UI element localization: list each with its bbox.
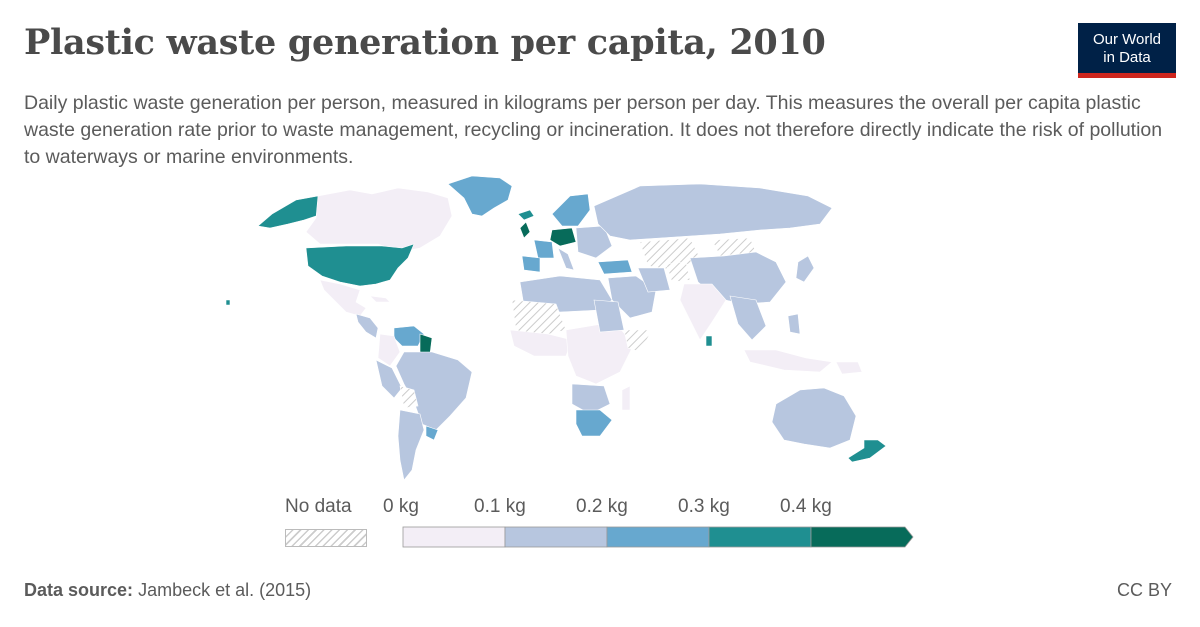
map-country-brazil[interactable] <box>395 351 473 431</box>
map-country-sri-lanka[interactable] <box>705 335 713 347</box>
map-country-south-africa[interactable] <box>575 409 613 437</box>
map-country-west-africa[interactable] <box>509 329 573 357</box>
map-country-india[interactable] <box>679 283 727 341</box>
map-country-greenland[interactable] <box>447 175 513 217</box>
map-country-france[interactable] <box>533 239 555 259</box>
map-country-bolivia[interactable] <box>399 385 419 409</box>
map-country-usa[interactable] <box>305 243 415 287</box>
legend-tick-label-2: 0.2 kg <box>576 496 628 517</box>
map-country-turkey[interactable] <box>597 259 633 275</box>
legend-tick-label-3: 0.3 kg <box>678 496 730 517</box>
map-country-uruguay[interactable] <box>425 425 439 441</box>
legend-swatch-0[interactable] <box>402 526 506 548</box>
legend-tick-label-0: 0 kg <box>383 496 419 517</box>
map-country-iceland[interactable] <box>517 209 535 221</box>
map-country-western-sahara-sahel[interactable] <box>511 299 567 337</box>
map-country-indonesia[interactable] <box>743 349 833 373</box>
map-country-australia[interactable] <box>771 387 857 449</box>
map-country-italy[interactable] <box>557 247 575 271</box>
legend-no-data-swatch[interactable] <box>285 529 367 547</box>
legend-no-data-label: No data <box>285 496 352 517</box>
map-country-hawaii[interactable] <box>225 299 231 306</box>
map-country-papua-new-guinea[interactable] <box>835 361 863 375</box>
data-source-value[interactable]: Jambeck et al. (2015) <box>138 580 312 600</box>
data-source-label: Data source: <box>24 580 134 600</box>
map-country-iran[interactable] <box>637 267 671 293</box>
legend-swatch-4[interactable] <box>810 526 914 548</box>
license-link[interactable]: CC BY <box>1116 580 1172 600</box>
map-country-southern-africa[interactable] <box>571 383 611 415</box>
map-country-madagascar[interactable] <box>621 385 631 411</box>
logo-line-2: in Data <box>1103 49 1151 66</box>
map-country-colombia[interactable] <box>377 333 401 367</box>
map-country-argentina[interactable] <box>397 409 425 481</box>
map-country-mexico[interactable] <box>319 279 367 317</box>
legend-swatch-3[interactable] <box>708 526 812 548</box>
data-source: Data source: Jambeck et al. (2015) <box>24 580 311 601</box>
map-country-new-zealand[interactable] <box>847 439 887 463</box>
map-country-cuba[interactable] <box>369 295 391 303</box>
chart-title: Plastic waste generation per capita, 201… <box>24 22 826 63</box>
legend-swatch-1[interactable] <box>504 526 608 548</box>
map-country-philippines[interactable] <box>787 313 801 335</box>
map-country-horn-of-africa[interactable] <box>623 329 653 353</box>
map-country-canada[interactable] <box>305 187 453 253</box>
map-country-germany[interactable] <box>549 227 577 247</box>
map-country-guyana[interactable] <box>419 333 433 355</box>
map-country-southeast-asia[interactable] <box>729 295 767 341</box>
owid-logo[interactable]: Our World in Data <box>1078 23 1176 78</box>
map-country-spain[interactable] <box>521 255 541 273</box>
map-country-uk[interactable] <box>519 221 531 239</box>
legend-tick-label-4: 0.4 kg <box>780 496 832 517</box>
map-country-scandinavia[interactable] <box>551 193 591 227</box>
logo-accent-bar <box>1078 73 1176 78</box>
map-country-eastern-europe[interactable] <box>575 225 613 259</box>
map-country-russia[interactable] <box>593 183 833 241</box>
legend-color-scale <box>402 526 914 548</box>
legend-tick-label-1: 0.1 kg <box>474 496 526 517</box>
map-country-afghanistan[interactable] <box>665 261 691 283</box>
map-country-venezuela[interactable] <box>393 325 425 347</box>
map-country-japan[interactable] <box>795 255 815 283</box>
legend-swatch-2[interactable] <box>606 526 710 548</box>
map-country-peru[interactable] <box>375 359 403 399</box>
map-country-central-america[interactable] <box>355 313 379 339</box>
logo-line-1: Our World <box>1092 31 1162 48</box>
chart-subtitle: Daily plastic waste generation per perso… <box>24 92 1163 168</box>
